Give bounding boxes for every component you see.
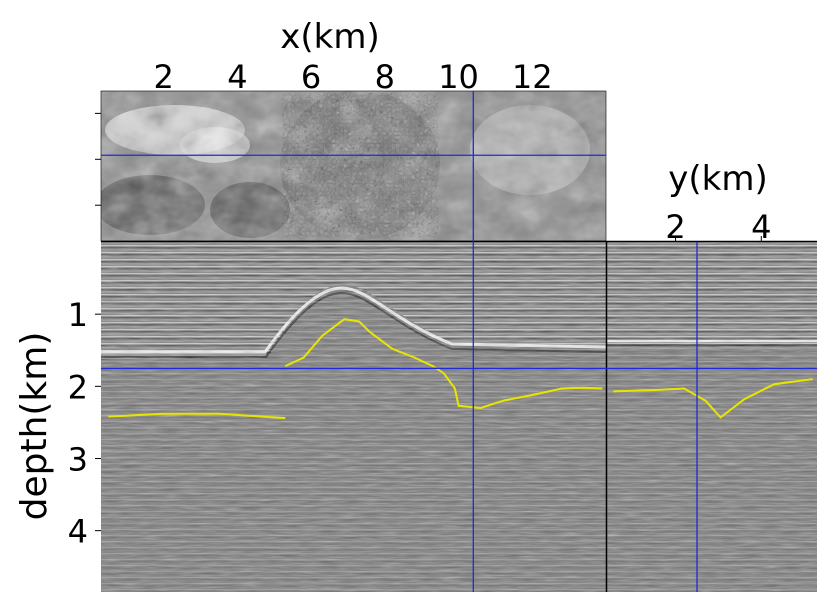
- horizon-line-yz: [613, 378, 813, 419]
- x-tick-label: 8: [375, 58, 395, 96]
- depth-tick-label: 4: [68, 513, 88, 551]
- depth-axis-label: depth(km): [14, 332, 55, 521]
- x-tick-label: 4: [227, 58, 247, 96]
- main-section-panel: [101, 242, 606, 592]
- top-slice-panel: [101, 91, 606, 241]
- x-tick-label: 2: [153, 58, 173, 96]
- depth-tick-label: 1: [68, 296, 88, 334]
- depth-tick-label: 2: [68, 368, 88, 406]
- main-section-texture: [101, 242, 606, 592]
- y-tick-label: 4: [751, 208, 771, 246]
- x-axis-label: x(km): [280, 17, 379, 57]
- side-section-panel: [607, 242, 817, 592]
- x-tick-label: 10: [438, 58, 479, 96]
- horizon-line-xz: [284, 318, 603, 410]
- y-axis-label: y(km): [668, 159, 767, 199]
- side-horizon-lines: [613, 378, 813, 419]
- horizon-line-xz: [108, 412, 286, 420]
- depth-tick-label: 3: [68, 440, 88, 478]
- x-tick-label: 6: [301, 58, 321, 96]
- salt-body-texture: [282, 93, 438, 237]
- y-tick-label: 2: [665, 208, 685, 246]
- side-section-texture: [607, 242, 817, 592]
- top-panel-border: [100, 90, 607, 242]
- main-horizon-lines: [108, 318, 603, 420]
- crosshair-lines: [101, 91, 817, 592]
- x-tick-label: 12: [512, 58, 553, 96]
